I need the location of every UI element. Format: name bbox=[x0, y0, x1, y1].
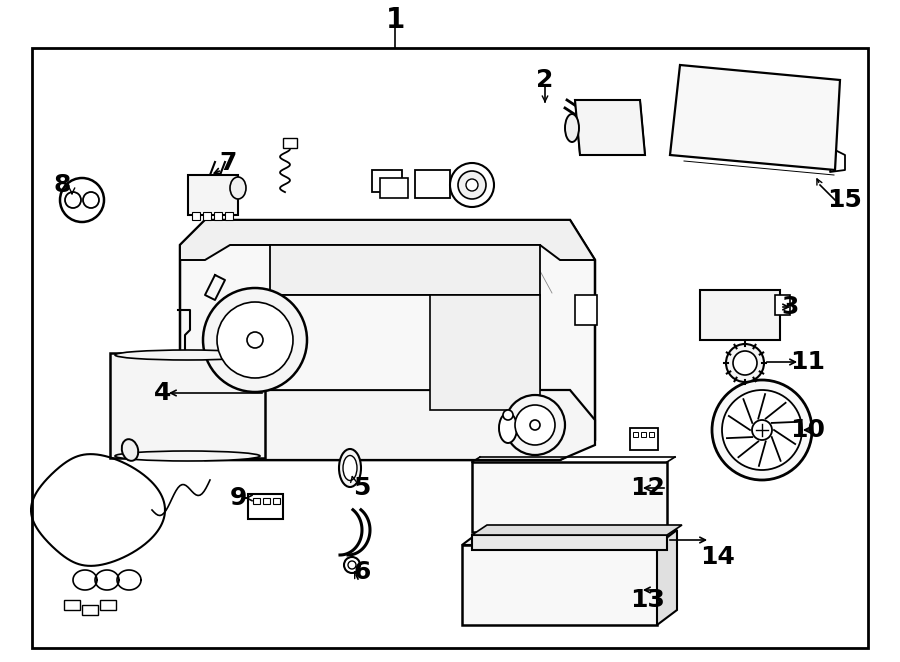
Text: 5: 5 bbox=[354, 476, 371, 500]
Bar bbox=[633, 432, 638, 437]
Polygon shape bbox=[670, 65, 840, 170]
Bar bbox=[100, 600, 116, 610]
Circle shape bbox=[466, 179, 478, 191]
Polygon shape bbox=[657, 530, 677, 625]
Polygon shape bbox=[462, 530, 677, 545]
Circle shape bbox=[722, 390, 802, 470]
Bar bbox=[192, 212, 200, 220]
Text: 12: 12 bbox=[631, 476, 665, 500]
Bar bbox=[380, 178, 408, 198]
Ellipse shape bbox=[115, 350, 260, 360]
Bar bbox=[372, 170, 402, 192]
Bar bbox=[263, 498, 270, 504]
Bar bbox=[415, 170, 450, 198]
Circle shape bbox=[203, 288, 307, 392]
Circle shape bbox=[450, 163, 494, 207]
Polygon shape bbox=[430, 295, 540, 410]
Bar bbox=[248, 494, 283, 519]
Text: 14: 14 bbox=[700, 545, 735, 569]
Bar bbox=[188, 175, 238, 215]
Ellipse shape bbox=[499, 413, 517, 443]
Circle shape bbox=[348, 561, 356, 569]
Circle shape bbox=[247, 332, 263, 348]
Circle shape bbox=[712, 380, 812, 480]
Circle shape bbox=[726, 344, 764, 382]
Ellipse shape bbox=[230, 177, 246, 199]
Text: 9: 9 bbox=[230, 486, 247, 510]
Bar bbox=[472, 535, 667, 550]
Polygon shape bbox=[180, 220, 595, 460]
Circle shape bbox=[733, 351, 757, 375]
Text: 15: 15 bbox=[828, 188, 862, 212]
Text: 11: 11 bbox=[790, 350, 825, 374]
Bar bbox=[472, 462, 667, 532]
Bar bbox=[203, 212, 211, 220]
Circle shape bbox=[83, 192, 99, 208]
Bar bbox=[630, 428, 658, 450]
Polygon shape bbox=[180, 390, 595, 460]
Bar bbox=[575, 295, 597, 325]
Bar bbox=[462, 545, 657, 625]
Text: 7: 7 bbox=[220, 151, 237, 175]
Bar bbox=[641, 432, 646, 437]
Polygon shape bbox=[270, 295, 540, 390]
Circle shape bbox=[217, 302, 293, 378]
Text: 13: 13 bbox=[631, 588, 665, 612]
Bar bbox=[82, 605, 98, 615]
Bar bbox=[283, 138, 297, 148]
Bar bbox=[775, 295, 790, 315]
Text: 10: 10 bbox=[790, 418, 825, 442]
Bar bbox=[225, 212, 233, 220]
Circle shape bbox=[752, 420, 772, 440]
Circle shape bbox=[505, 395, 565, 455]
Ellipse shape bbox=[565, 114, 579, 142]
Circle shape bbox=[515, 405, 555, 445]
Bar bbox=[253, 498, 260, 504]
Text: 2: 2 bbox=[536, 68, 554, 92]
Circle shape bbox=[65, 192, 81, 208]
Polygon shape bbox=[180, 220, 595, 260]
Circle shape bbox=[530, 420, 540, 430]
Bar bbox=[700, 290, 780, 340]
Ellipse shape bbox=[115, 451, 260, 461]
Ellipse shape bbox=[122, 439, 139, 461]
Text: 3: 3 bbox=[781, 295, 798, 319]
Bar bbox=[110, 353, 265, 458]
Polygon shape bbox=[575, 100, 645, 155]
Bar bbox=[64, 600, 80, 610]
Circle shape bbox=[344, 557, 360, 573]
Text: 4: 4 bbox=[154, 381, 172, 405]
Ellipse shape bbox=[343, 455, 357, 481]
Circle shape bbox=[60, 178, 104, 222]
Ellipse shape bbox=[503, 410, 513, 420]
Circle shape bbox=[458, 171, 486, 199]
Text: 6: 6 bbox=[354, 560, 371, 584]
Bar bbox=[214, 212, 222, 220]
Text: 1: 1 bbox=[385, 6, 405, 34]
Bar bbox=[649, 432, 654, 437]
Bar bbox=[273, 498, 280, 504]
Ellipse shape bbox=[339, 449, 361, 487]
Polygon shape bbox=[472, 525, 682, 535]
Polygon shape bbox=[270, 245, 540, 295]
Text: 8: 8 bbox=[53, 173, 71, 197]
